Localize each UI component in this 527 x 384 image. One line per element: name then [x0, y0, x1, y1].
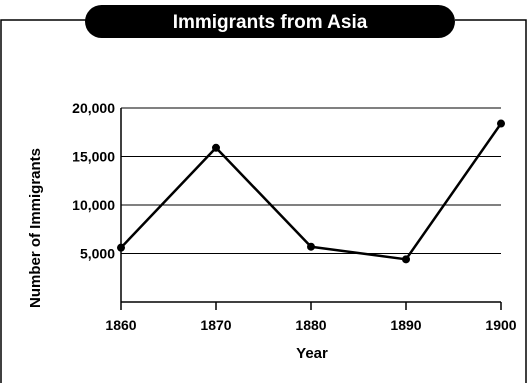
y-axis-label: Number of Immigrants — [27, 148, 44, 308]
chart-title: Immigrants from Asia — [173, 12, 368, 33]
data-point — [497, 119, 505, 128]
gridlines — [121, 107, 501, 254]
data-point — [307, 242, 315, 251]
y-tick-label: 15,000 — [72, 149, 115, 165]
x-tick-label: 1900 — [485, 317, 516, 333]
x-tick-labels: 1860 1870 1880 1890 1900 — [105, 317, 516, 333]
data-point — [117, 243, 125, 252]
data-point — [212, 143, 220, 152]
x-tick-label: 1890 — [390, 317, 421, 333]
series-group — [117, 119, 505, 264]
chart-border — [0, 19, 527, 383]
x-axis-label: Year — [296, 345, 328, 362]
data-point — [402, 255, 410, 264]
y-tick-label: 5,000 — [80, 246, 115, 262]
x-tick-label: 1860 — [105, 317, 136, 333]
y-tick-label: 10,000 — [72, 197, 115, 213]
y-tick-label: 20,000 — [72, 100, 115, 116]
x-tick-label: 1870 — [200, 317, 231, 333]
x-tick-label: 1880 — [295, 317, 326, 333]
axes — [120, 108, 502, 310]
series-line — [120, 122, 503, 261]
title-banner — [85, 5, 455, 38]
y-tick-labels: 5,000 10,000 15,000 20,000 — [72, 100, 115, 262]
